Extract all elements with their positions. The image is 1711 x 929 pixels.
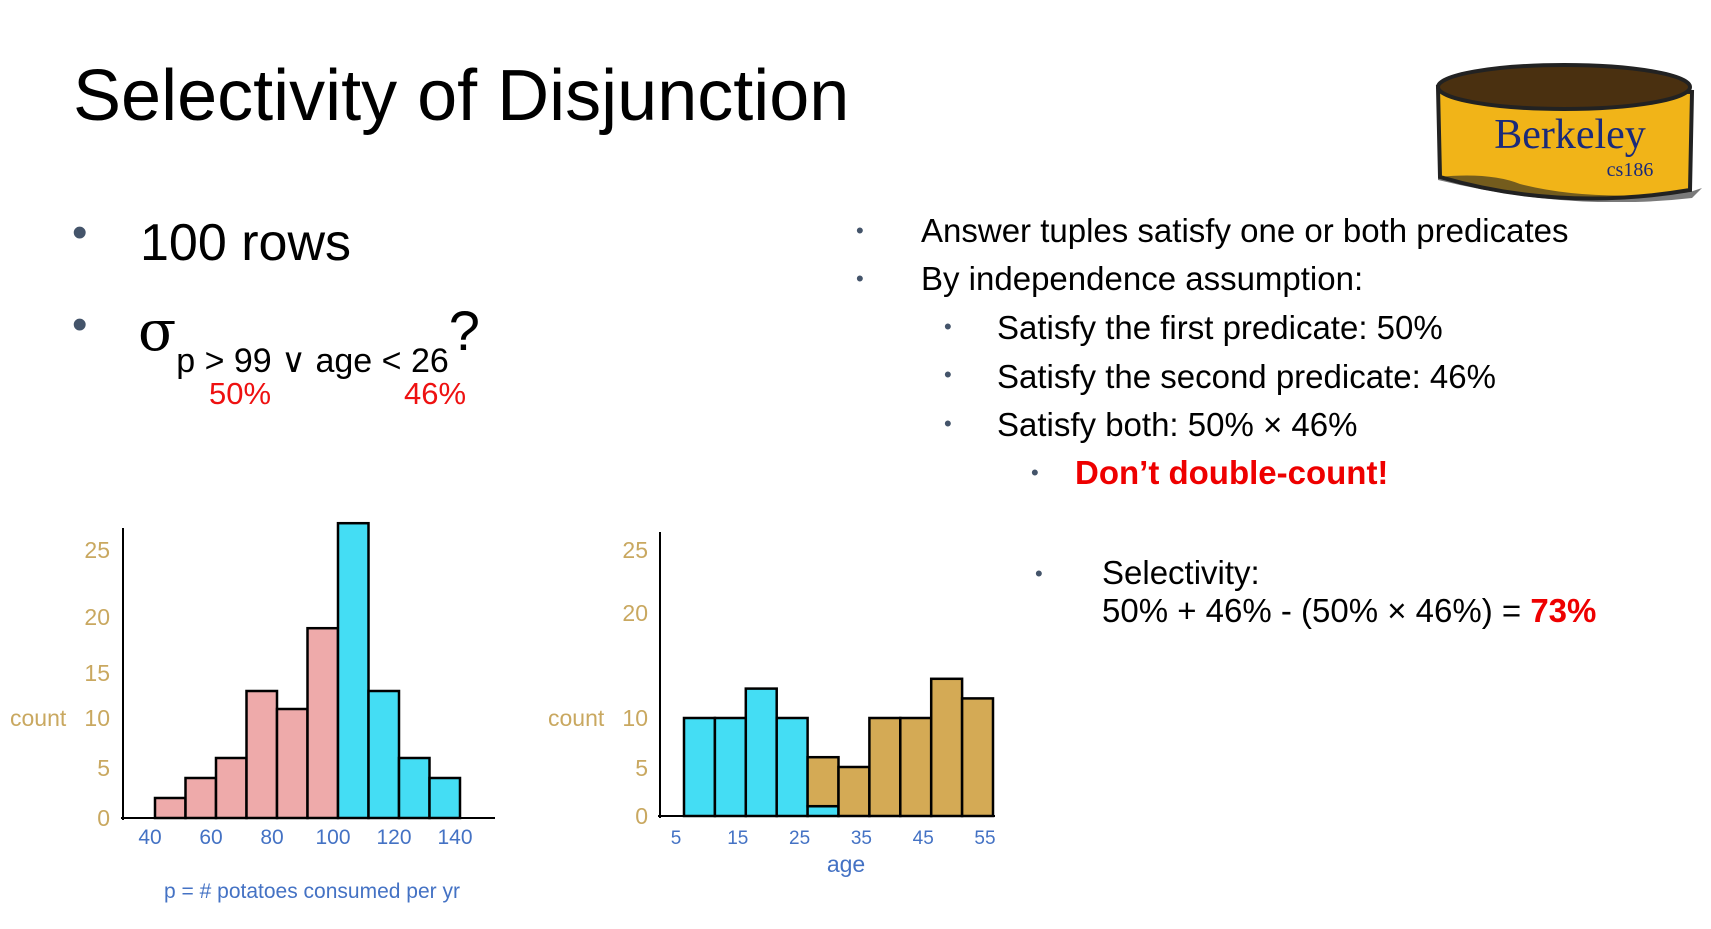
y-tick-label: 10 [622, 705, 648, 731]
bullet-dot: • [1035, 561, 1043, 586]
question-mark: ? [448, 299, 480, 362]
x-axis-label: p = # potatoes consumed per yr [164, 880, 460, 903]
slide-title: Selectivity of Disjunction [73, 56, 850, 136]
x-tick-label: 80 [260, 826, 283, 849]
bullet-dot: • [72, 300, 88, 349]
y-tick-label: 15 [84, 660, 110, 686]
y-tick-label: 25 [622, 537, 648, 563]
x-tick-label: 140 [437, 826, 472, 849]
histogram-bar [336, 521, 370, 820]
y-axis-label: count [548, 705, 605, 731]
histogram-bar [929, 677, 964, 818]
histogram-bar [899, 716, 933, 818]
histogram-bar [744, 687, 778, 818]
bullet-dot: • [72, 208, 88, 257]
selectivity-formula: 50% + 46% - (50% × 46%) = 73% [1102, 592, 1596, 630]
y-tick-label: 10 [84, 705, 110, 731]
berkeley-logo: Berkeley cs186 [1435, 63, 1702, 202]
selection-expression: σp > 99 ∨ age < 26? [138, 298, 480, 380]
histogram-bar [397, 756, 431, 820]
age-histogram: 0 5 10 20 25 count 5 15 25 35 45 55 age [548, 532, 996, 877]
x-tick-label: 40 [138, 826, 161, 849]
bullet-dot: • [944, 314, 952, 339]
x-tick-label: 25 [789, 828, 810, 849]
histogram-bar [428, 776, 462, 820]
x-tick-label: 55 [974, 828, 995, 849]
right-bullet-3: Satisfy the first predicate: 50% [997, 309, 1443, 346]
bullet-dot: • [856, 218, 864, 243]
bullet-dot: • [856, 266, 864, 291]
y-tick-label: 5 [97, 755, 110, 781]
x-tick-label: 60 [199, 826, 222, 849]
histogram-bar [713, 716, 748, 818]
histogram-bar [184, 776, 218, 820]
left-bullet-rows: 100 rows [140, 214, 351, 272]
y-tick-label: 0 [97, 805, 110, 831]
histogram-bar [275, 707, 309, 820]
y-tick-label: 20 [84, 604, 110, 630]
x-tick-label: 5 [671, 828, 682, 849]
x-tick-label: 100 [315, 826, 350, 849]
bullet-dot: • [944, 411, 952, 436]
logo-text: Berkeley [1494, 112, 1646, 158]
histogram-bar [960, 697, 995, 818]
right-bullet-2: By independence assumption: [921, 260, 1364, 297]
x-tick-label: 45 [913, 828, 934, 849]
y-axis-label: count [10, 705, 67, 731]
selectivity-label: Selectivity: [1102, 554, 1260, 591]
sigma-symbol: σ [138, 299, 177, 364]
selectivity-result: 73% [1530, 592, 1597, 629]
right-bullet-1: Answer tuples satisfy one or both predic… [921, 212, 1569, 249]
x-tick-label: 120 [376, 826, 411, 849]
predicate-subscript: p > 99 ∨ age < 26 [176, 342, 449, 380]
histogram-bar [806, 804, 840, 818]
formula-text: 50% + 46% - (50% × 46%) = [1102, 592, 1531, 629]
right-bullet-4: Satisfy the second predicate: 46% [997, 358, 1496, 395]
x-tick-label: 15 [727, 828, 748, 849]
x-tick-label: 35 [851, 828, 872, 849]
histogram-bar [837, 765, 871, 818]
x-axis-label: age [827, 851, 865, 877]
y-tick-label: 20 [622, 600, 648, 626]
histogram-bar [775, 716, 809, 818]
histogram-bar [214, 756, 248, 820]
right-bullet-6: Don’t double-count! [1075, 454, 1389, 491]
histogram-bar [306, 626, 340, 820]
histogram-bar [153, 796, 187, 820]
histogram-bar [367, 689, 401, 820]
histogram-bar [682, 716, 717, 818]
bullet-dot: • [1031, 460, 1039, 485]
potatoes-histogram: 0 5 10 15 20 25 count 40 60 80 100 120 140 p = # pota… [10, 521, 495, 903]
logo-subtext: cs186 [1607, 159, 1654, 181]
right-bullet-5: Satisfy both: 50% × 46% [997, 406, 1358, 443]
y-tick-label: 25 [84, 537, 110, 563]
first-predicate-pct: 50% [209, 376, 272, 411]
histogram-bar [806, 755, 840, 808]
bullet-dot: • [944, 362, 952, 387]
second-predicate-pct: 46% [404, 376, 467, 411]
y-tick-label: 5 [635, 755, 648, 781]
y-tick-label: 0 [635, 803, 648, 829]
histogram-bar [245, 689, 279, 820]
histogram-bar [868, 716, 902, 818]
